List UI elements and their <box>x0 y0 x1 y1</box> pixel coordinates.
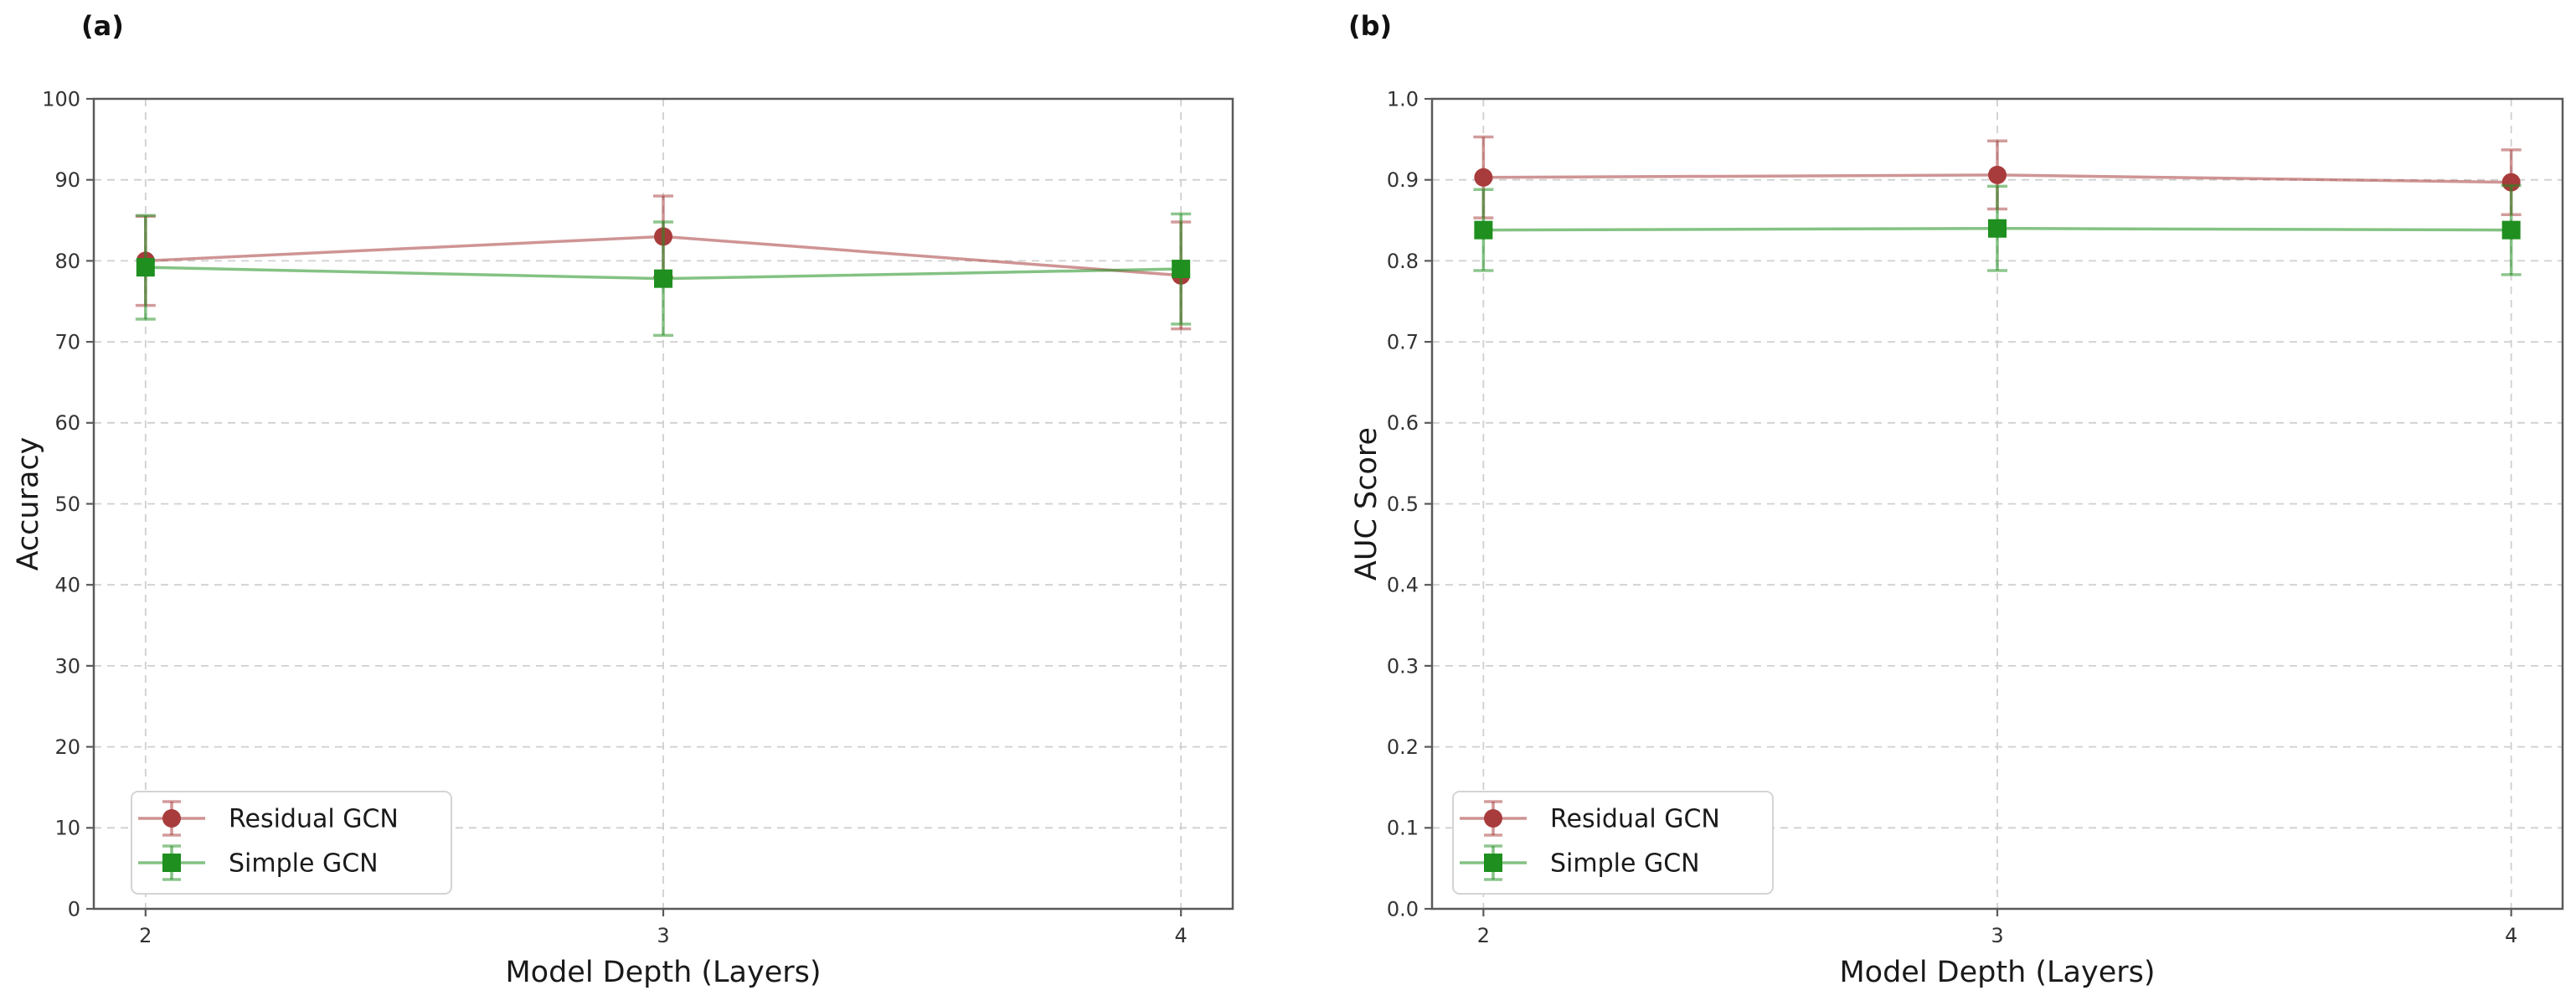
data-point-square-marker <box>136 258 155 277</box>
legend-item-simple-gcn: Simple GCN <box>1460 844 1700 881</box>
y-tick-label: 60 <box>54 411 80 435</box>
data-point-square-marker <box>1988 219 2007 238</box>
y-tick-label: 0.4 <box>1387 574 1419 597</box>
legend-box <box>131 791 452 895</box>
x-tick-label: 2 <box>1477 924 1490 947</box>
legend-circle-marker-icon <box>162 809 181 828</box>
data-point-square-marker <box>2501 220 2521 240</box>
data-point-square-marker <box>654 269 672 288</box>
y-tick-label: 0.1 <box>1387 817 1419 840</box>
legend-square-marker-icon <box>162 854 181 872</box>
y-tick-label: 0.7 <box>1387 331 1419 354</box>
y-tick-label: 10 <box>54 817 80 840</box>
x-tick-label: 3 <box>657 924 669 947</box>
x-axis-ticks: 2 3 4 <box>1477 909 2517 947</box>
y-tick-label: 0.5 <box>1387 493 1419 516</box>
panel-label-b: (b) <box>1348 10 1393 42</box>
y-tick-label: 40 <box>54 574 80 597</box>
y-tick-label: 1.0 <box>1387 87 1419 111</box>
x-axis-ticks: 2 3 4 <box>139 909 1188 947</box>
y-tick-label: 0.0 <box>1387 897 1419 921</box>
y-tick-label: 0.6 <box>1387 411 1419 435</box>
legend-square-marker-icon <box>1484 854 1502 872</box>
legend: Residual GCN Simple GCN <box>131 791 452 895</box>
x-tick-label: 4 <box>2505 924 2517 947</box>
chart-accuracy-vs-depth: 0 10 20 30 40 50 60 70 80 90 100 2 3 4 Residual GCN Sim… <box>12 87 1234 989</box>
data-point-square-marker <box>1172 260 1191 279</box>
legend-box <box>1452 791 1774 895</box>
series-simple-gcn <box>1473 183 2522 276</box>
legend: Residual GCN Simple GCN <box>1452 791 1774 895</box>
x-axis-label: Model Depth (Layers) <box>1839 956 2155 989</box>
x-tick-label: 3 <box>1991 924 2003 947</box>
legend-item-residual-gcn: Residual GCN <box>1460 800 1720 837</box>
y-axis-label: Accuracy <box>12 437 45 571</box>
legend-circle-marker-icon <box>1484 809 1502 828</box>
y-tick-label: 0.2 <box>1387 735 1419 759</box>
x-tick-label: 4 <box>1175 924 1188 947</box>
y-tick-label: 90 <box>54 168 80 192</box>
data-point-square-marker <box>1474 220 1493 240</box>
y-tick-label: 0.8 <box>1387 250 1419 273</box>
y-tick-label: 20 <box>54 735 80 759</box>
panel-label-a: (a) <box>81 10 124 42</box>
data-point-circle-marker <box>1988 165 2007 184</box>
y-tick-label: 0 <box>68 897 80 921</box>
legend-label: Simple GCN <box>229 849 379 879</box>
y-tick-label: 30 <box>54 654 80 678</box>
y-tick-label: 80 <box>54 250 80 273</box>
y-axis-ticks: 0.0 0.1 0.2 0.3 0.4 0.5 0.6 0.7 0.8 0.9 1.0 <box>1387 87 1432 921</box>
series-residual-gcn <box>1473 135 2522 219</box>
y-tick-label: 0.9 <box>1387 168 1419 192</box>
x-tick-label: 2 <box>139 924 152 947</box>
y-tick-label: 50 <box>54 493 80 516</box>
chart-auc-vs-depth: 0.0 0.1 0.2 0.3 0.4 0.5 0.6 0.7 0.8 0.9 1.0 2 3 4 Resi… <box>1350 87 2564 989</box>
y-axis-ticks: 0 10 20 30 40 50 60 70 80 90 100 <box>42 87 94 921</box>
legend-item-residual-gcn: Residual GCN <box>138 800 399 837</box>
legend-label: Simple GCN <box>1550 849 1700 879</box>
y-axis-label: AUC Score <box>1350 427 1383 580</box>
legend-label: Residual GCN <box>229 805 399 834</box>
legend-item-simple-gcn: Simple GCN <box>138 844 379 881</box>
x-axis-label: Model Depth (Layers) <box>505 956 821 989</box>
y-tick-label: 0.3 <box>1387 654 1419 678</box>
series-simple-gcn <box>135 212 1192 338</box>
y-tick-label: 100 <box>42 87 80 111</box>
legend-label: Residual GCN <box>1550 805 1720 834</box>
data-point-circle-marker <box>1474 168 1493 187</box>
y-tick-label: 70 <box>54 331 80 354</box>
